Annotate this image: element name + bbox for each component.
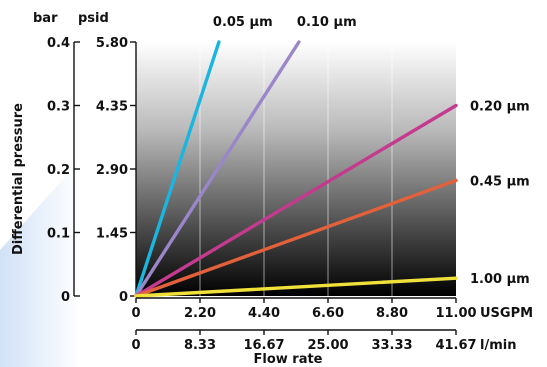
decorative-wedge — [0, 160, 80, 367]
x-axes: 0 0 2.20 8.33 4.40 16.67 6.60 25.00 8.80 33.33 11.… — [131, 297, 533, 353]
series-label-3: 0.45 µm — [470, 174, 530, 189]
y-tick-label-bar: 0.3 — [47, 100, 70, 115]
series-line-3 — [134, 178, 458, 298]
series-labels: 0.05 µm 0.10 µm 0.20 µm 0.45 µm 1.00 µm — [213, 15, 530, 287]
y-axes: 0.4 5.80 0.3 4.35 0.2 2.90 0.1 1.45 0 0 — [47, 36, 137, 305]
y-tick-label-psid: 1.45 — [96, 227, 128, 242]
x-unit-lmin: l/min — [480, 338, 516, 353]
series-line-2 — [134, 103, 458, 298]
x-tick-label-usgpm: 8.80 — [376, 306, 408, 321]
y-tick-label-bar: 0 — [61, 290, 70, 305]
y-axis-title: Differential pressure — [11, 103, 26, 255]
y-tick-label-psid: 2.90 — [96, 163, 128, 178]
series-label-4: 1.00 µm — [470, 272, 530, 287]
series-label-2: 0.20 µm — [470, 100, 530, 115]
y-tick-label-bar: 0.1 — [47, 227, 70, 242]
grid — [199, 42, 393, 296]
y-unit-bar: bar — [33, 11, 58, 26]
y-tick-label-bar: 0.4 — [47, 36, 70, 51]
series-group — [134, 40, 458, 298]
x-tick-label-usgpm: 6.60 — [312, 306, 344, 321]
series-line-1 — [134, 40, 301, 298]
series-label-1: 0.10 µm — [297, 15, 357, 30]
x-axis-title: Flow rate — [253, 352, 322, 367]
x-tick-label-lmin: 41.67 — [435, 338, 476, 353]
series-line-0 — [134, 40, 221, 298]
x-tick-label-lmin: 33.33 — [371, 338, 412, 353]
series-line-4 — [134, 276, 458, 298]
x-tick-label-usgpm: 4.40 — [248, 306, 280, 321]
x-tick-label-lmin: 25.00 — [307, 338, 348, 353]
x-tick-label-lmin: 16.67 — [243, 338, 284, 353]
y-tick-label-psid: 0 — [119, 290, 128, 305]
plot-area — [136, 42, 456, 296]
x-tick-label-lmin: 0 — [131, 338, 140, 353]
x-tick-label-usgpm: 2.20 — [184, 306, 216, 321]
x-unit-usgpm: USGPM — [480, 306, 533, 321]
series-label-0: 0.05 µm — [213, 15, 273, 30]
y-tick-label-psid: 5.80 — [96, 36, 128, 51]
x-tick-label-usgpm: 0 — [131, 306, 140, 321]
x-tick-label-lmin: 8.33 — [184, 338, 216, 353]
y-tick-label-bar: 0.2 — [47, 163, 70, 178]
y-tick-label-psid: 4.35 — [96, 100, 128, 115]
y-unit-psid: psid — [78, 11, 109, 26]
x-tick-label-usgpm: 11.00 — [435, 306, 476, 321]
